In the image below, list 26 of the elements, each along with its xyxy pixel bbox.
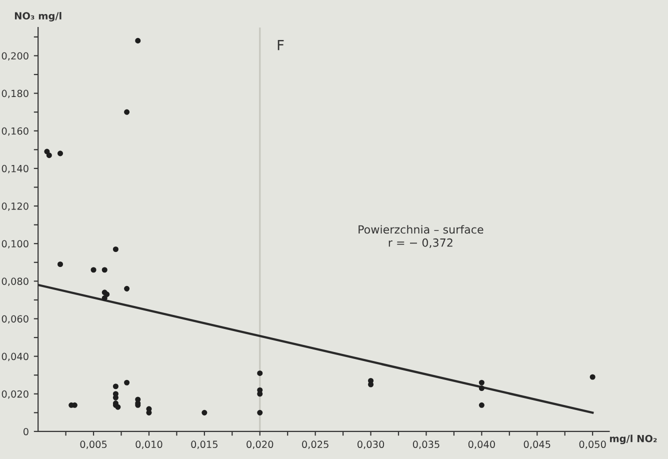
y-tick-label: 0,100 [2, 240, 28, 248]
x-tick-label: 0,045 [524, 440, 550, 450]
y-tick-label: 0 [24, 428, 28, 436]
x-tick-label: 0,015 [191, 440, 218, 450]
annotation: r = − 0,372 [388, 238, 452, 248]
y-tick-label: 0,180 [2, 90, 28, 98]
y-axis-title: NO₃ mg/l [14, 12, 62, 22]
y-tick-label: 0,120 [2, 202, 28, 211]
annotation: F [278, 40, 284, 50]
x-tick-label: 0,005 [80, 440, 107, 450]
x-tick-label: 0,020 [246, 440, 274, 450]
x-axis-title: mg/l NO₂ [610, 434, 657, 444]
x-tick-label: 0,040 [468, 440, 495, 450]
y-tick-label: 0,020 [2, 390, 28, 399]
y-tick-label: 0,080 [2, 278, 28, 286]
y-tick-label: 0,060 [2, 315, 28, 324]
x-tick-label: 0,025 [302, 440, 328, 450]
y-tick-label: 0,160 [2, 127, 28, 136]
y-tick-label: 0,200 [2, 52, 28, 61]
y-tick-label: 0,040 [2, 352, 28, 362]
x-tick-label: 0,050 [579, 440, 606, 450]
x-tick-label: 0,010 [136, 440, 162, 450]
y-tick-label: 0,140 [2, 164, 28, 174]
x-tick-label: 0,035 [412, 440, 440, 450]
x-tick-label: 0,030 [358, 440, 384, 450]
annotation: Powierzchnia – surface [358, 225, 484, 234]
